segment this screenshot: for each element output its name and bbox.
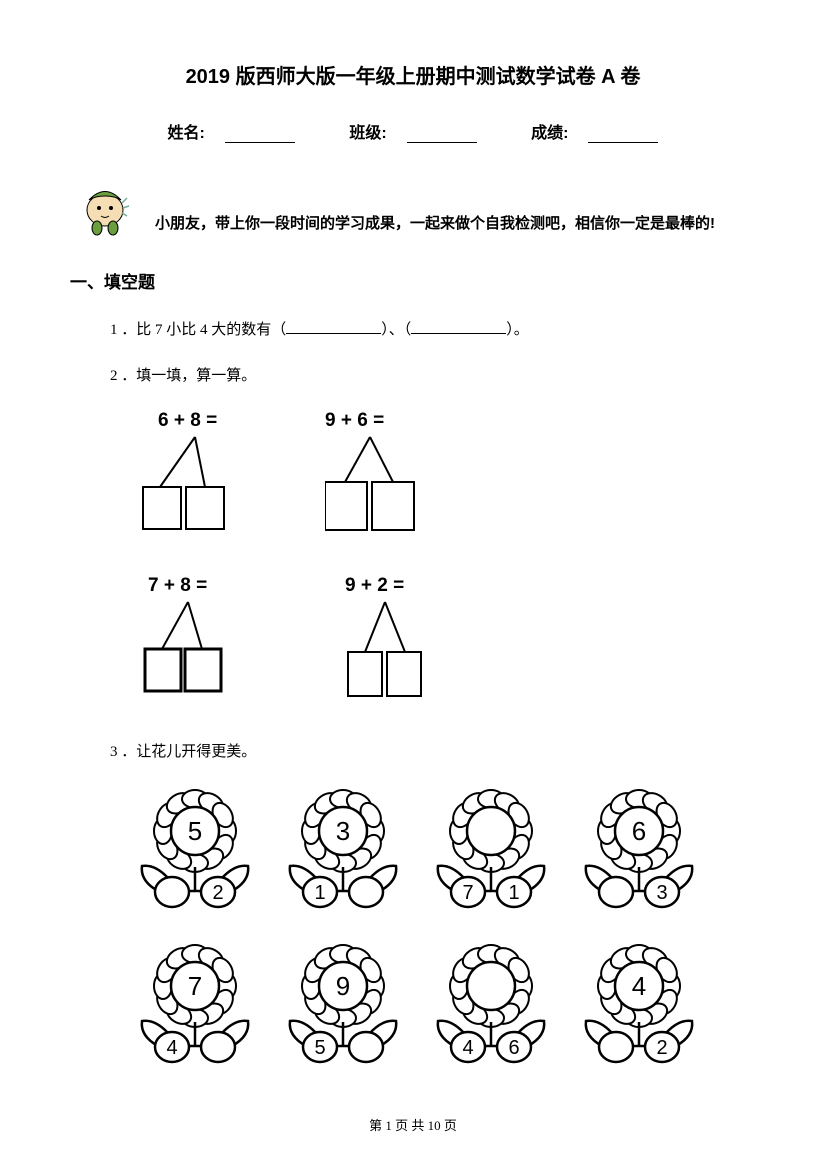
flower-7: 4 6: [426, 941, 556, 1071]
svg-text:3: 3: [336, 816, 350, 846]
split-diagram-3: 7 + 8 =: [130, 575, 290, 705]
flower-8: 4 2: [574, 941, 704, 1071]
q1-blank-2[interactable]: [411, 322, 506, 334]
svg-text:3: 3: [656, 882, 667, 904]
flower-5: 7 4: [130, 941, 260, 1071]
question-1: 1 ．比 7 小比 4 大的数有（）、（）。: [110, 318, 756, 339]
name-label: 姓名:: [168, 125, 205, 142]
svg-text:5: 5: [188, 816, 202, 846]
page-title: 2019 版西师大版一年级上册期中测试数学试卷 A 卷: [70, 60, 756, 89]
svg-text:9: 9: [336, 971, 350, 1001]
split-diagram-4: 9 + 2 =: [330, 575, 490, 705]
equation-3: 7 + 8 =: [148, 575, 207, 597]
svg-text:6: 6: [508, 1037, 519, 1059]
score-blank[interactable]: [588, 129, 658, 143]
intro-row: 小朋友，带上你一段时间的学习成果，一起来做个自我检测吧，相信你一定是最棒的!: [70, 178, 756, 238]
svg-text:1: 1: [508, 882, 519, 904]
svg-text:1: 1: [314, 882, 325, 904]
section-1-title: 一、填空题: [70, 268, 756, 293]
svg-text:4: 4: [462, 1037, 473, 1059]
svg-text:7: 7: [188, 971, 202, 1001]
name-blank[interactable]: [225, 129, 295, 143]
flower-row-1: 5 2 3 1 7 1 6: [130, 786, 756, 916]
svg-text:4: 4: [166, 1037, 177, 1059]
split-diagram-1: 6 + 8 =: [130, 410, 290, 540]
split-diagram-row-1: 6 + 8 = 9 + 6 =: [130, 410, 756, 540]
svg-text:4: 4: [632, 971, 646, 1001]
question-2: 2 ．填一填，算一算。: [110, 364, 756, 385]
equation-1: 6 + 8 =: [158, 410, 217, 432]
flower-6: 9 5: [278, 941, 408, 1071]
flower-row-2: 7 4 9 5 4 6 4: [130, 941, 756, 1071]
svg-text:2: 2: [656, 1037, 667, 1059]
split-diagram-row-2: 7 + 8 = 9 + 2 =: [130, 575, 756, 705]
equation-2: 9 + 6 =: [325, 410, 384, 432]
svg-text:7: 7: [462, 882, 473, 904]
flower-4: 6 3: [574, 786, 704, 916]
split-svg-1: [140, 432, 270, 537]
mascot-icon: [75, 178, 135, 238]
flower-2: 3 1: [278, 786, 408, 916]
page-footer: 第 1 页 共 10 页: [0, 1115, 826, 1134]
flower-1: 5 2: [130, 786, 260, 916]
intro-text: 小朋友，带上你一段时间的学习成果，一起来做个自我检测吧，相信你一定是最棒的!: [155, 212, 756, 238]
flower-3: 7 1: [426, 786, 556, 916]
svg-text:6: 6: [632, 816, 646, 846]
svg-text:5: 5: [314, 1037, 325, 1059]
student-info: 姓名: 班级: 成绩:: [70, 119, 756, 143]
class-label: 班级:: [349, 125, 386, 142]
split-svg-3: [140, 597, 270, 702]
svg-text:2: 2: [212, 882, 223, 904]
split-diagram-2: 9 + 6 =: [315, 410, 475, 540]
split-svg-2: [325, 432, 455, 537]
q1-blank-1[interactable]: [286, 322, 381, 334]
question-3: 3 ．让花儿开得更美。: [110, 740, 756, 761]
equation-4: 9 + 2 =: [345, 575, 404, 597]
class-blank[interactable]: [407, 129, 477, 143]
split-svg-4: [340, 597, 470, 702]
score-label: 成绩:: [531, 125, 568, 142]
